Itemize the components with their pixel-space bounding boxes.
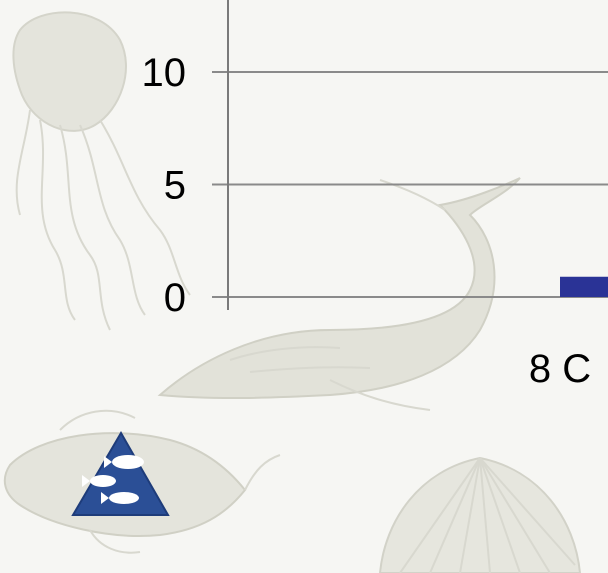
x-tick-label: 8 C [529, 347, 591, 391]
bars [560, 276, 608, 297]
jellyfish-icon [12, 11, 191, 331]
y-tick-label: 5 [164, 164, 186, 208]
triangle-fish-logo-icon [71, 431, 170, 516]
y-tick-label: 0 [164, 276, 186, 320]
gridlines [212, 71, 608, 298]
y-tick-labels: 0 5 10 [142, 51, 187, 320]
whale-icon [157, 177, 521, 411]
bar [560, 276, 608, 297]
scallop-shell-icon [378, 456, 582, 573]
y-tick-label: 10 [142, 51, 187, 95]
x-tick-labels: 8 C [529, 347, 591, 391]
